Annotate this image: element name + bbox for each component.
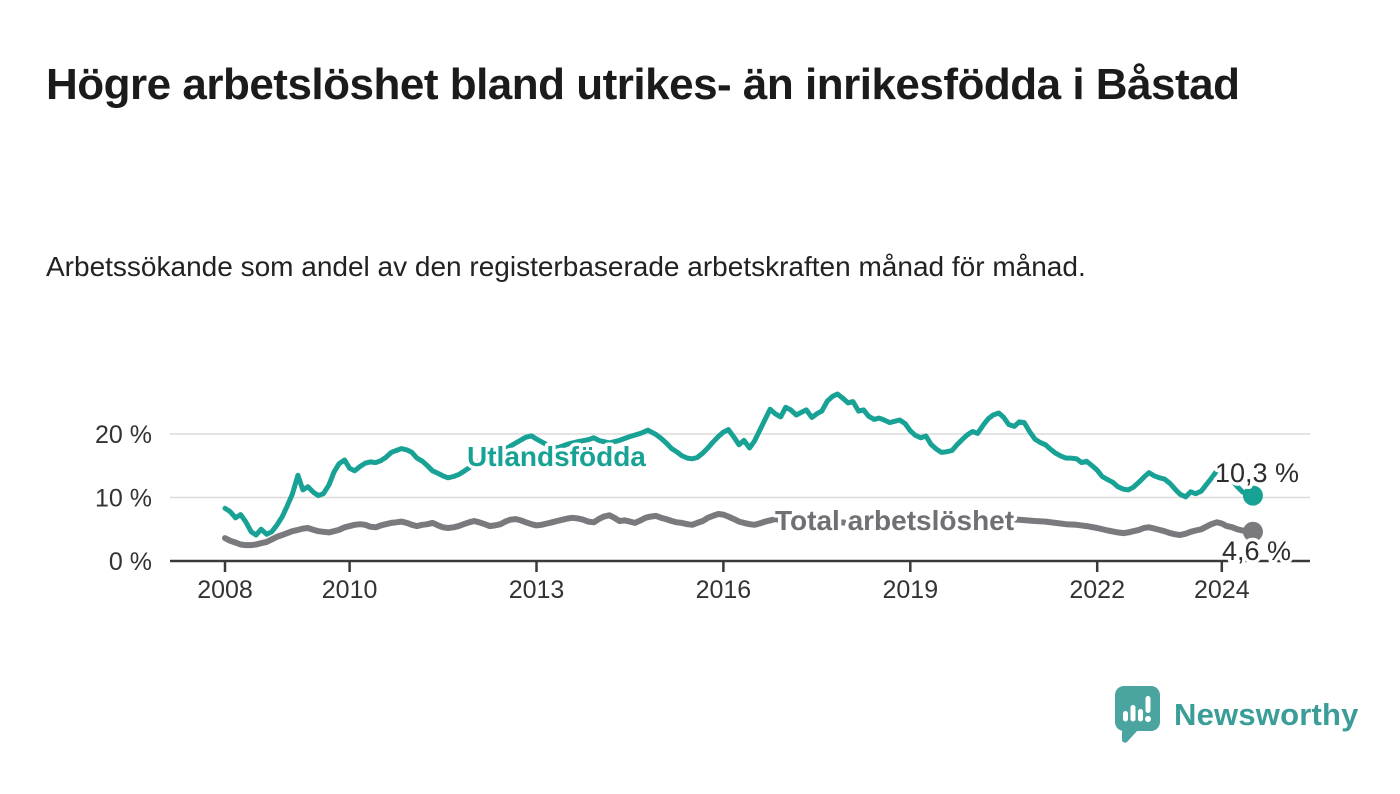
line-total-arbetsloshet xyxy=(222,511,1256,549)
end-dot xyxy=(1242,485,1263,506)
series-annotations: Utlandsfödda Total arbetslöshet 10,3 % 4,6 … xyxy=(464,438,1303,570)
newsworthy-logo-icon xyxy=(1115,686,1160,743)
x-tick-label: 2008 xyxy=(197,576,253,604)
line-utlandsfodda xyxy=(222,391,1256,538)
x-tick-label: 2013 xyxy=(509,576,565,604)
x-tick-label: 2019 xyxy=(882,576,938,604)
label-total-arbetsloshet: Total arbetslöshet xyxy=(775,505,1014,536)
newsworthy-logo-text: Newsworthy xyxy=(1174,697,1359,732)
axis-labels: 0 % 10 % 20 % 2008 2010 2013 2016 2019 2022 2024 xyxy=(95,421,1250,604)
x-tick-label: 2016 xyxy=(696,576,752,604)
end-value-utlandsfodda: 10,3 % xyxy=(1215,458,1299,488)
speech-bubble-shape xyxy=(1115,686,1160,743)
x-tick-label: 2010 xyxy=(322,576,378,604)
end-dot xyxy=(1242,521,1263,542)
newsworthy-logo: Newsworthy xyxy=(1115,686,1359,744)
logo-bar-chart-bars xyxy=(1123,696,1151,722)
series-lines xyxy=(222,391,1263,549)
x-tick-label: 2022 xyxy=(1069,576,1125,604)
unemployment-line-chart: 0 %10 %20 %2008 2010 2013 2016 2019 2022 2024 … xyxy=(95,391,1310,604)
x-tick-label: 2024 xyxy=(1194,576,1250,604)
label-utlandsfodda: Utlandsfödda xyxy=(467,441,646,472)
chart-title: Högre arbetslöshet bland utrikes- än inr… xyxy=(46,60,1240,109)
gridlines xyxy=(170,433,1310,499)
end-value-total: 4,6 % xyxy=(1222,536,1291,566)
chart-subtitle: Arbetssökande som andel av den registerb… xyxy=(46,251,1086,282)
x-axis xyxy=(170,559,1310,572)
y-tick-label: 0 % xyxy=(109,548,152,576)
y-tick-label: 10 % xyxy=(95,485,152,513)
y-tick-label: 20 % xyxy=(95,421,152,449)
